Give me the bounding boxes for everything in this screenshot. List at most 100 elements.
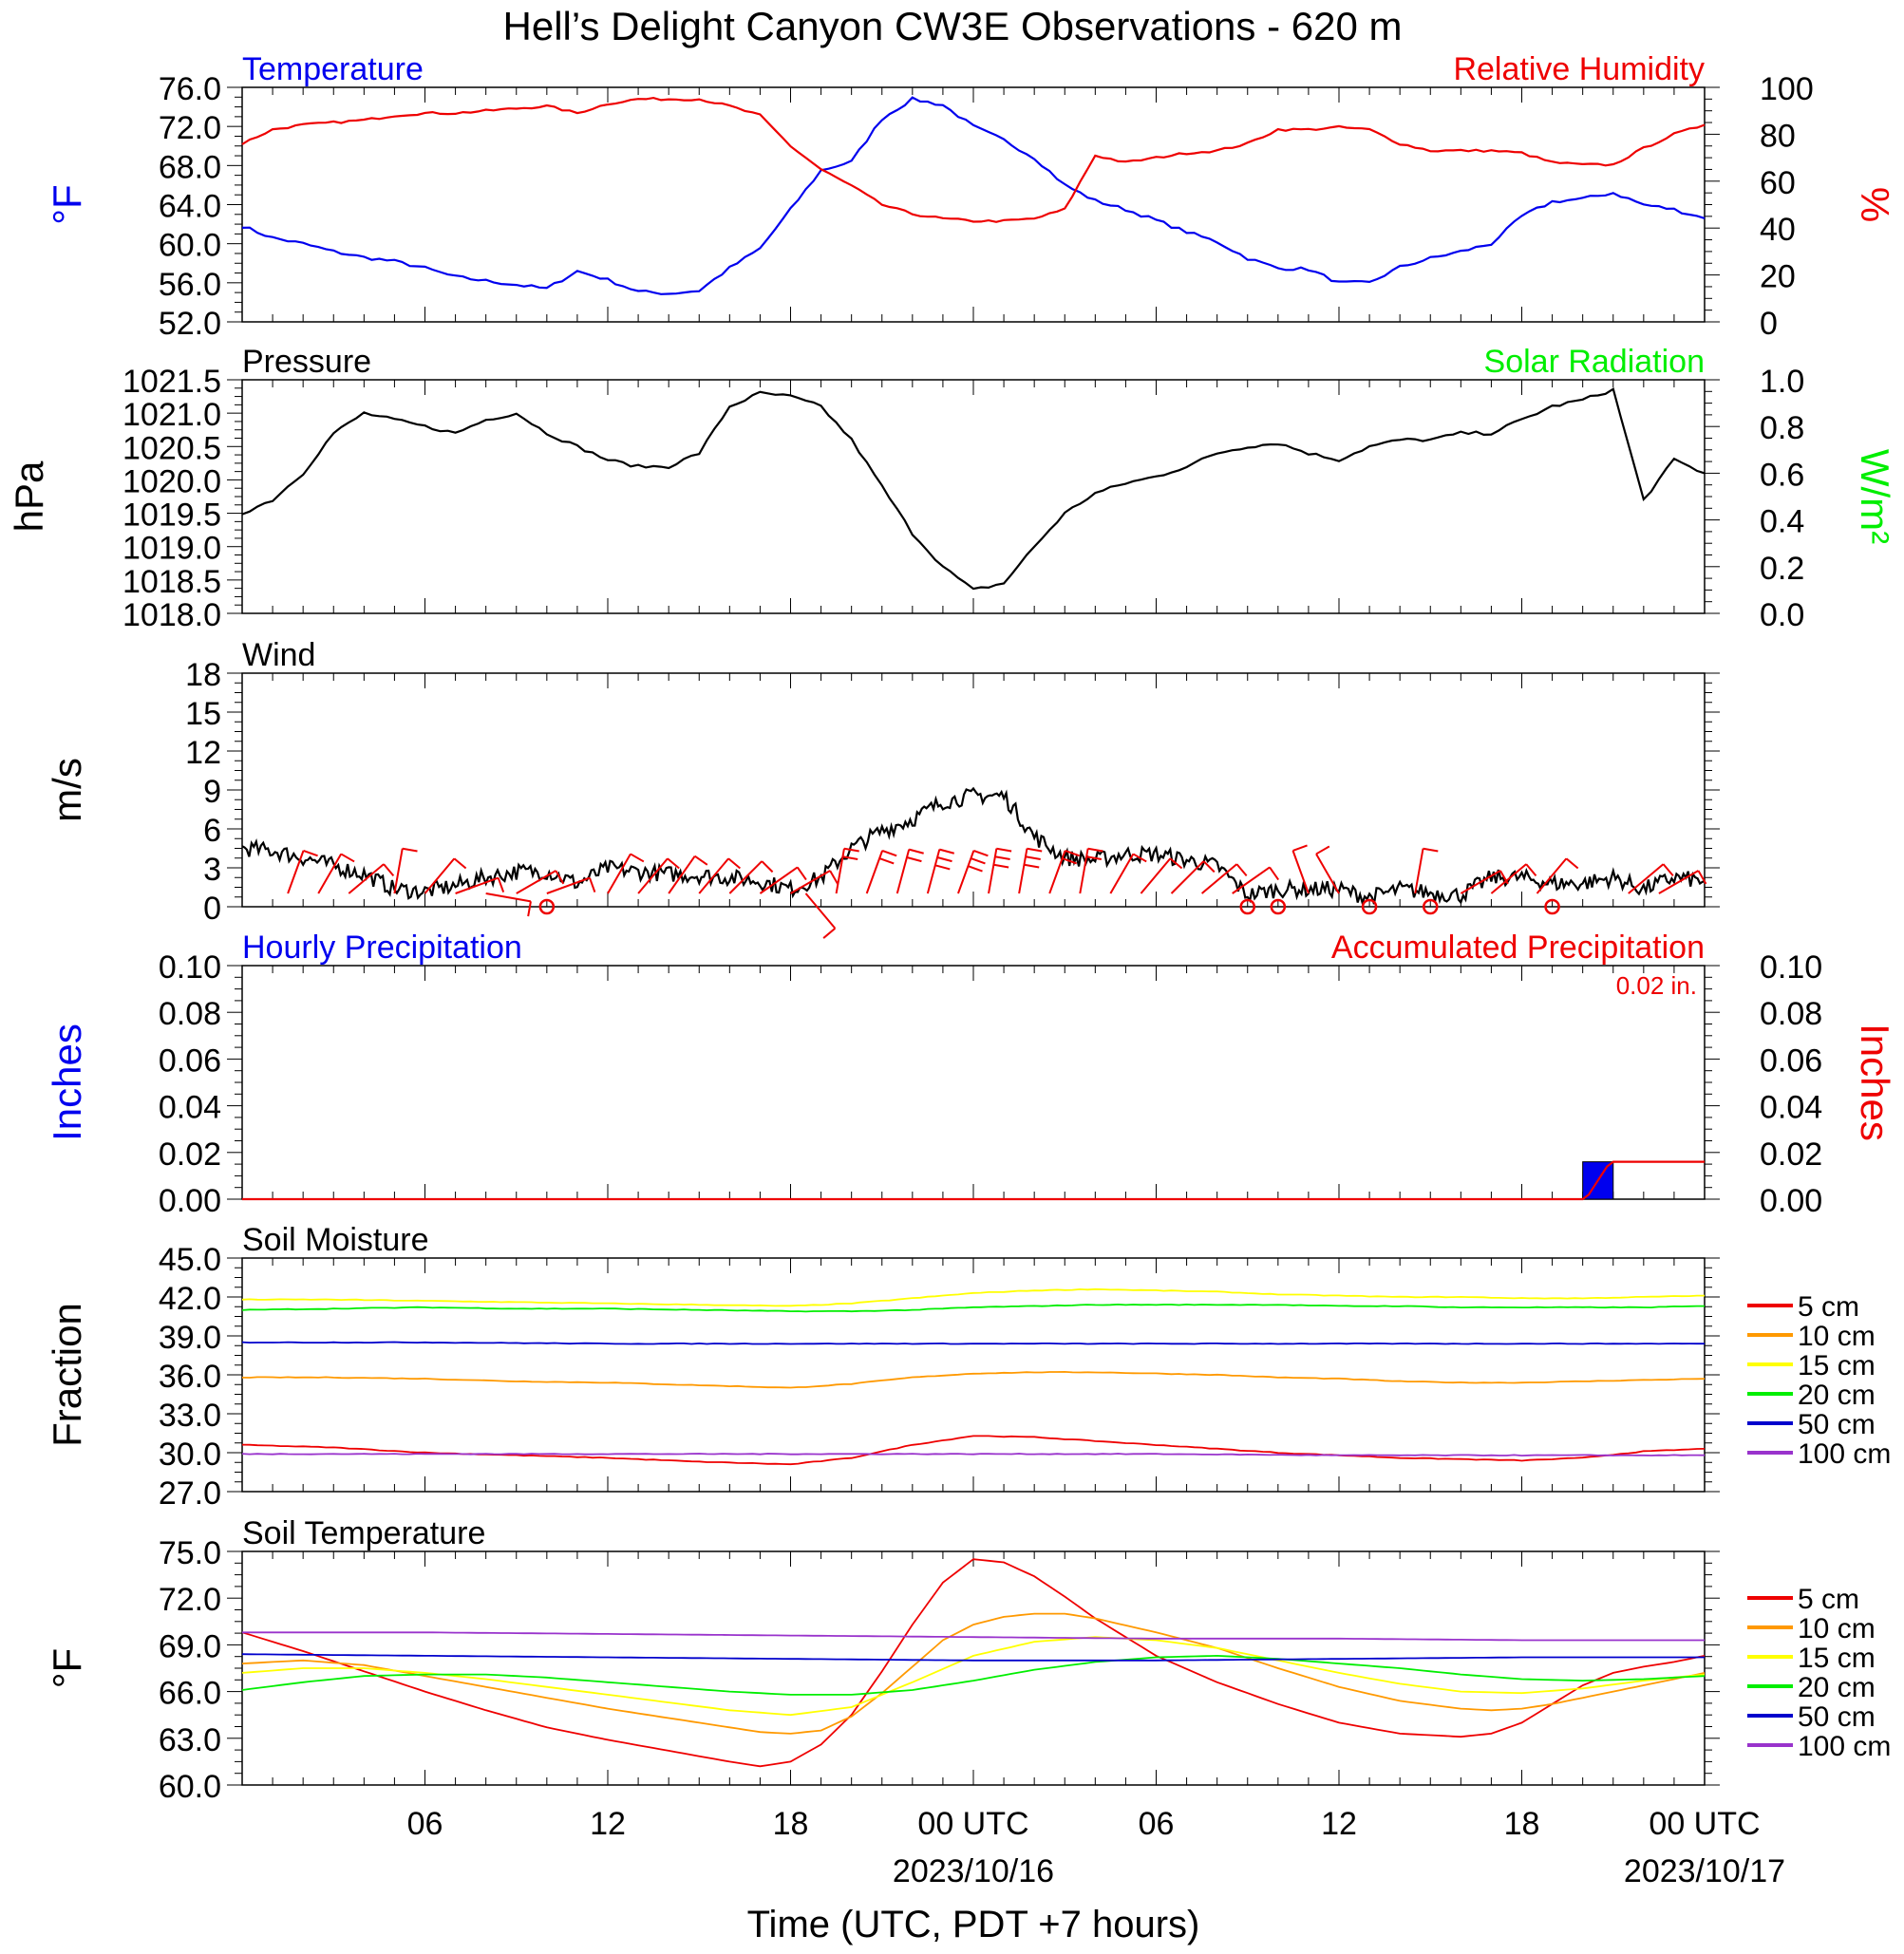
y-tick-label-right: 0.8 bbox=[1760, 410, 1804, 446]
wind-barb-flag bbox=[1662, 863, 1674, 877]
y-tick-label-right: 0.10 bbox=[1760, 949, 1822, 986]
x-axis-label: Time (UTC, PDT +7 hours) bbox=[747, 1904, 1200, 1945]
y-tick-label-left: 1019.0 bbox=[123, 531, 221, 567]
x-tick-label: 12 bbox=[1321, 1806, 1357, 1842]
y-tick-label-right: 1.0 bbox=[1760, 364, 1804, 400]
y-tick-label-left: 0.06 bbox=[159, 1043, 221, 1079]
legend-label: 5 cm bbox=[1798, 1291, 1859, 1323]
wind-barb-flag bbox=[968, 865, 983, 873]
wind-barb-flag bbox=[1315, 845, 1330, 855]
y-tick-label-right: 0.00 bbox=[1760, 1183, 1822, 1219]
legend-label: 10 cm bbox=[1798, 1613, 1876, 1644]
y-tick-label-left: 39.0 bbox=[159, 1320, 221, 1356]
figure-title: Hell’s Delight Canyon CW3E Observations … bbox=[503, 4, 1403, 48]
y-tick-label-right: 80 bbox=[1760, 118, 1796, 154]
wind-barb bbox=[1490, 863, 1527, 894]
legend-label: 5 cm bbox=[1798, 1584, 1859, 1615]
wind-barb bbox=[546, 876, 591, 894]
series-line-50-cm bbox=[241, 1653, 1705, 1662]
y-tick-label-left: 30.0 bbox=[159, 1437, 221, 1473]
y-tick-label-left: 75.0 bbox=[159, 1535, 221, 1571]
y-tick-label-left: 6 bbox=[203, 813, 221, 849]
y-tick-label-left: 27.0 bbox=[159, 1475, 221, 1512]
y-tick-label-left: 76.0 bbox=[159, 71, 221, 107]
y-tick-label-left: 1021.5 bbox=[123, 364, 221, 400]
y-tick-label-right: 0.04 bbox=[1760, 1090, 1822, 1126]
y-tick-label-right: 0.6 bbox=[1760, 457, 1804, 493]
wind-barb-flag bbox=[1697, 870, 1707, 885]
wind-barb bbox=[926, 849, 941, 894]
y-tick-label-left: 0.08 bbox=[159, 996, 221, 1032]
wind-barb-flag bbox=[843, 847, 859, 853]
wind-barb bbox=[348, 863, 385, 894]
y-tick-label-left: 1019.5 bbox=[123, 498, 221, 534]
y-axis-label-left: °F bbox=[45, 1648, 89, 1688]
wind-barb-flag bbox=[1024, 863, 1040, 869]
calm-wind-marker bbox=[1423, 898, 1439, 915]
wind-barb bbox=[1170, 860, 1205, 894]
wind-barb bbox=[516, 870, 556, 894]
legend-label: 20 cm bbox=[1798, 1380, 1876, 1411]
series-line-50-cm bbox=[241, 1341, 1705, 1345]
series-line-5-cm bbox=[241, 1558, 1706, 1768]
legend-label: 50 cm bbox=[1798, 1701, 1876, 1733]
wind-barb bbox=[607, 853, 632, 894]
y-axis-label-left: °F bbox=[45, 184, 89, 224]
y-tick-label-left: 64.0 bbox=[159, 189, 221, 225]
wind-barb-flag bbox=[934, 864, 951, 871]
series-line-15-cm bbox=[241, 1287, 1705, 1307]
y-tick-label-left: 36.0 bbox=[159, 1359, 221, 1395]
x-tick-label: 12 bbox=[590, 1806, 626, 1842]
wind-barb-flag bbox=[383, 863, 395, 877]
series-line-temperature bbox=[241, 96, 1706, 295]
wind-barb bbox=[1140, 857, 1172, 894]
wind-barb-flag bbox=[402, 847, 418, 853]
calm-wind-marker bbox=[1361, 898, 1378, 915]
y-tick-label-left: 1018.0 bbox=[123, 597, 221, 633]
series-line-20-cm bbox=[241, 1303, 1705, 1313]
wind-barb-flag bbox=[881, 849, 897, 857]
panel-title-left: Pressure bbox=[242, 344, 371, 380]
y-tick-label-left: 9 bbox=[203, 774, 221, 810]
y-tick-label-left: 1018.5 bbox=[123, 564, 221, 600]
y-tick-label-left: 1021.0 bbox=[123, 397, 221, 433]
wind-barb-flag bbox=[936, 856, 952, 863]
wind-barb-flag bbox=[796, 866, 807, 881]
wind-barb-flag bbox=[878, 857, 895, 865]
wind-barb-flag bbox=[453, 857, 467, 870]
wind-barb-flag bbox=[1087, 847, 1103, 853]
x-tick-label: 18 bbox=[1504, 1806, 1540, 1842]
wind-barb-flag bbox=[908, 848, 924, 855]
wind-barb bbox=[1018, 848, 1028, 894]
calm-wind-marker bbox=[538, 898, 556, 915]
wind-barb bbox=[1628, 863, 1665, 894]
y-tick-label-left: 52.0 bbox=[159, 306, 221, 342]
y-tick-label-left: 0.02 bbox=[159, 1137, 221, 1173]
y-tick-label-left: 56.0 bbox=[159, 267, 221, 303]
y-axis-label-left: Inches bbox=[45, 1024, 89, 1141]
wind-barb-flag bbox=[694, 855, 708, 866]
y-tick-label-left: 69.0 bbox=[159, 1628, 221, 1664]
legend-label: 15 cm bbox=[1798, 1643, 1876, 1674]
legend-label: 20 cm bbox=[1798, 1672, 1876, 1703]
wind-barb-flag bbox=[993, 863, 1009, 869]
y-tick-label-left: 12 bbox=[185, 735, 221, 771]
wind-barb-flag bbox=[1235, 863, 1248, 877]
y-tick-label-left: 0.10 bbox=[159, 949, 221, 986]
panel-title-right: Solar Radiation bbox=[1484, 344, 1705, 380]
wind-barb bbox=[1460, 870, 1501, 894]
panel-soil_moisture: 27.030.033.036.039.042.045.0 Soil Moistur… bbox=[45, 1222, 1891, 1512]
y-axis-label-left: Fraction bbox=[45, 1303, 89, 1447]
wind-barb bbox=[1109, 853, 1135, 894]
panel-soil_temp: 60.0 63.0 66.0 69.0 72.0 75.0 Soil Temperature… bbox=[45, 1515, 1891, 1805]
y-tick-label-left: 42.0 bbox=[159, 1281, 221, 1317]
series-line-accumulated-precipitation bbox=[242, 1160, 1705, 1201]
wind-barb-flag bbox=[996, 847, 1012, 853]
wind-barb bbox=[1048, 850, 1066, 894]
y-tick-label-left: 66.0 bbox=[159, 1676, 221, 1712]
panel-precip: 0.00 0.02 0.04 0.06 0.08 0.10 0.00 0.02 0.04 0.06… bbox=[45, 930, 1897, 1219]
y-tick-label-right: 0.06 bbox=[1760, 1043, 1822, 1079]
wind-barb bbox=[287, 850, 305, 894]
y-tick-label-left: 3 bbox=[203, 852, 221, 888]
wind-barb-flag bbox=[1269, 866, 1280, 881]
